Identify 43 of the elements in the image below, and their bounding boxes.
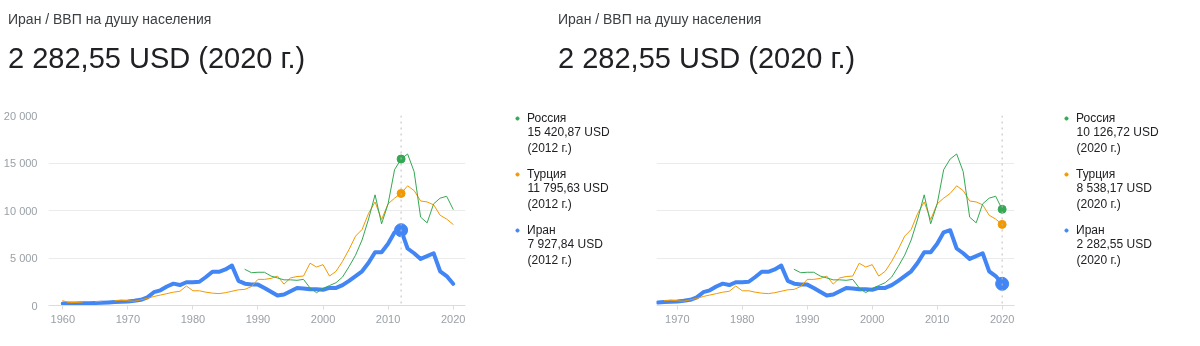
point (396, 154, 406, 164)
x-tick-label: 2010 (375, 312, 401, 325)
text: 7 927,84 USD (527, 236, 604, 251)
legend-label: Россия (1076, 111, 1116, 125)
legend-label: Иран (527, 223, 556, 237)
text: (2020 г.) (1076, 196, 1121, 211)
text: 11 795,63 USD (527, 180, 609, 195)
x-tick-label: 2020 (440, 312, 466, 325)
text: 15 420,87 USD (527, 124, 610, 139)
text: (2012 г.) (527, 196, 572, 211)
text: 10 126,72 USD (1076, 124, 1159, 139)
text: (2012 г.) (527, 140, 572, 155)
x-tick-label: 1980 (730, 312, 755, 325)
x-tick-label: 2000 (310, 312, 336, 325)
x-tick-label: 1970 (665, 312, 690, 325)
legend-label: Россия (527, 111, 567, 125)
legend-label: Турция (1076, 167, 1116, 181)
chart-subtitle: 2 282,55 USD (2020 г.) (558, 41, 856, 76)
point (394, 223, 409, 238)
x-tick-label: 1990 (795, 312, 820, 325)
text: 2 282,55 USD (1076, 236, 1153, 251)
y-tick-label: 10 000 (3, 204, 38, 217)
legend-label: Иран (1076, 223, 1105, 237)
y-tick-label: 20 000 (3, 109, 38, 122)
x-tick-label: 2020 (989, 312, 1015, 325)
x-tick-label: 2000 (859, 312, 885, 325)
text: (2020 г.) (1076, 252, 1121, 267)
y-tick-label: 0 (31, 299, 38, 312)
chart-subtitle: 2 282,55 USD (2020 г.) (8, 41, 306, 76)
x-tick-label: 1980 (180, 312, 206, 325)
text: (2020 г.) (1076, 140, 1121, 155)
y-tick-label: 15 000 (3, 157, 38, 169)
text: 8 538,17 USD (1076, 180, 1153, 195)
x-tick-label: 1990 (245, 312, 271, 325)
x-tick-label: 1970 (115, 312, 141, 325)
x-tick-label: 2010 (924, 312, 950, 325)
chart-title: Иран / ВВП на душу населения (558, 10, 763, 29)
legend-label: Турция (527, 167, 567, 181)
y-tick-label: 5 000 (9, 252, 38, 264)
line-series (244, 153, 454, 294)
text: (2012 г.) (527, 252, 572, 267)
x-tick-label: 1960 (50, 312, 76, 325)
chart-title: Иран / ВВП на душу населения (8, 10, 213, 29)
